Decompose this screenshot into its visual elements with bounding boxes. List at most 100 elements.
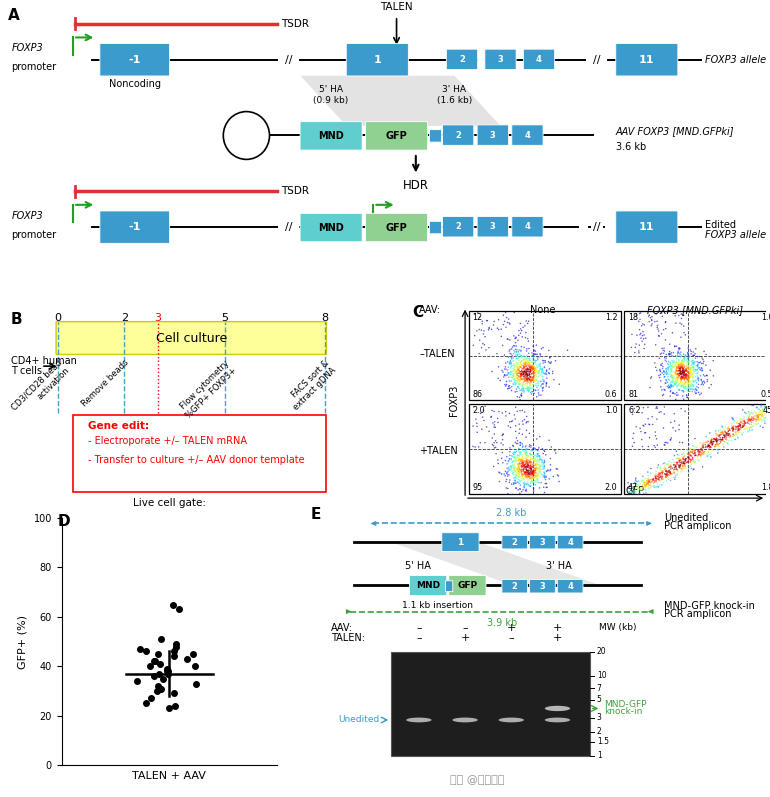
Point	[697, 440, 709, 453]
Point	[671, 463, 683, 476]
Point	[474, 334, 486, 347]
Point	[636, 481, 648, 494]
Point	[541, 376, 553, 389]
Point	[514, 457, 527, 470]
Point	[526, 374, 538, 387]
Point	[680, 452, 692, 465]
Point	[742, 411, 755, 424]
Point	[516, 468, 528, 481]
Point	[684, 460, 696, 473]
Point	[525, 455, 537, 468]
Point	[700, 359, 712, 371]
Point	[488, 442, 500, 454]
Point	[531, 450, 544, 463]
Point	[660, 470, 672, 483]
Point	[687, 371, 699, 384]
Point	[500, 410, 512, 422]
Point	[523, 315, 535, 328]
Point	[702, 446, 715, 459]
Point	[653, 466, 665, 479]
Point	[719, 426, 732, 438]
Point	[680, 371, 692, 383]
Point	[675, 360, 688, 373]
Point	[514, 463, 526, 476]
Point	[752, 409, 764, 422]
Point	[654, 375, 667, 387]
Point	[675, 379, 688, 392]
Point	[502, 465, 514, 477]
Point	[521, 374, 534, 387]
Point	[665, 359, 677, 371]
Point	[671, 372, 683, 385]
Point	[514, 361, 527, 374]
Point	[737, 419, 749, 432]
Point	[667, 461, 679, 474]
Point	[675, 362, 687, 375]
Point	[686, 367, 698, 380]
Point	[533, 450, 545, 462]
Point	[681, 456, 694, 469]
Point	[690, 363, 702, 375]
Point	[712, 429, 725, 442]
Point	[642, 482, 654, 495]
Point	[691, 367, 704, 379]
Point	[541, 394, 554, 406]
Point	[518, 384, 531, 397]
Point	[765, 406, 770, 419]
Point	[523, 381, 535, 394]
Point	[532, 468, 544, 481]
Point	[544, 463, 557, 476]
Point	[518, 476, 531, 489]
Point	[701, 449, 713, 461]
Point	[701, 450, 714, 462]
Point	[684, 369, 696, 382]
Point	[725, 422, 738, 434]
Point	[517, 372, 529, 385]
Point	[527, 472, 540, 485]
Point	[511, 367, 524, 380]
Point	[507, 414, 519, 427]
Point	[738, 420, 750, 433]
Point	[529, 451, 541, 464]
Point	[685, 444, 698, 457]
Point	[677, 358, 689, 371]
Point	[687, 379, 699, 391]
Point	[681, 346, 694, 359]
Point	[521, 457, 534, 469]
Point	[659, 436, 671, 449]
Point	[531, 354, 543, 367]
Point	[527, 470, 539, 483]
Point	[697, 353, 709, 366]
Point	[499, 469, 511, 482]
Point	[527, 371, 539, 384]
Point	[518, 367, 531, 379]
Text: MND-GFP knock-in: MND-GFP knock-in	[664, 601, 755, 611]
Point	[527, 355, 539, 368]
Point	[531, 450, 543, 462]
Point	[503, 454, 515, 467]
Point	[690, 449, 702, 461]
Point	[668, 377, 681, 390]
Point	[474, 311, 486, 324]
Point	[665, 462, 677, 475]
Point	[527, 375, 540, 388]
Point	[638, 426, 651, 439]
Point	[655, 472, 668, 485]
Point	[519, 351, 531, 363]
Point	[521, 465, 534, 478]
Point	[747, 412, 759, 425]
Point	[658, 457, 670, 470]
Point	[668, 465, 680, 478]
Point	[755, 412, 767, 425]
Point	[514, 371, 527, 383]
Point	[525, 361, 537, 374]
Point	[531, 359, 543, 372]
Point	[504, 459, 517, 472]
Point	[732, 423, 745, 436]
Point	[545, 355, 557, 368]
Point	[528, 348, 541, 361]
Point	[527, 350, 540, 363]
Point	[506, 359, 518, 372]
Point	[515, 453, 527, 466]
Point	[504, 464, 516, 477]
